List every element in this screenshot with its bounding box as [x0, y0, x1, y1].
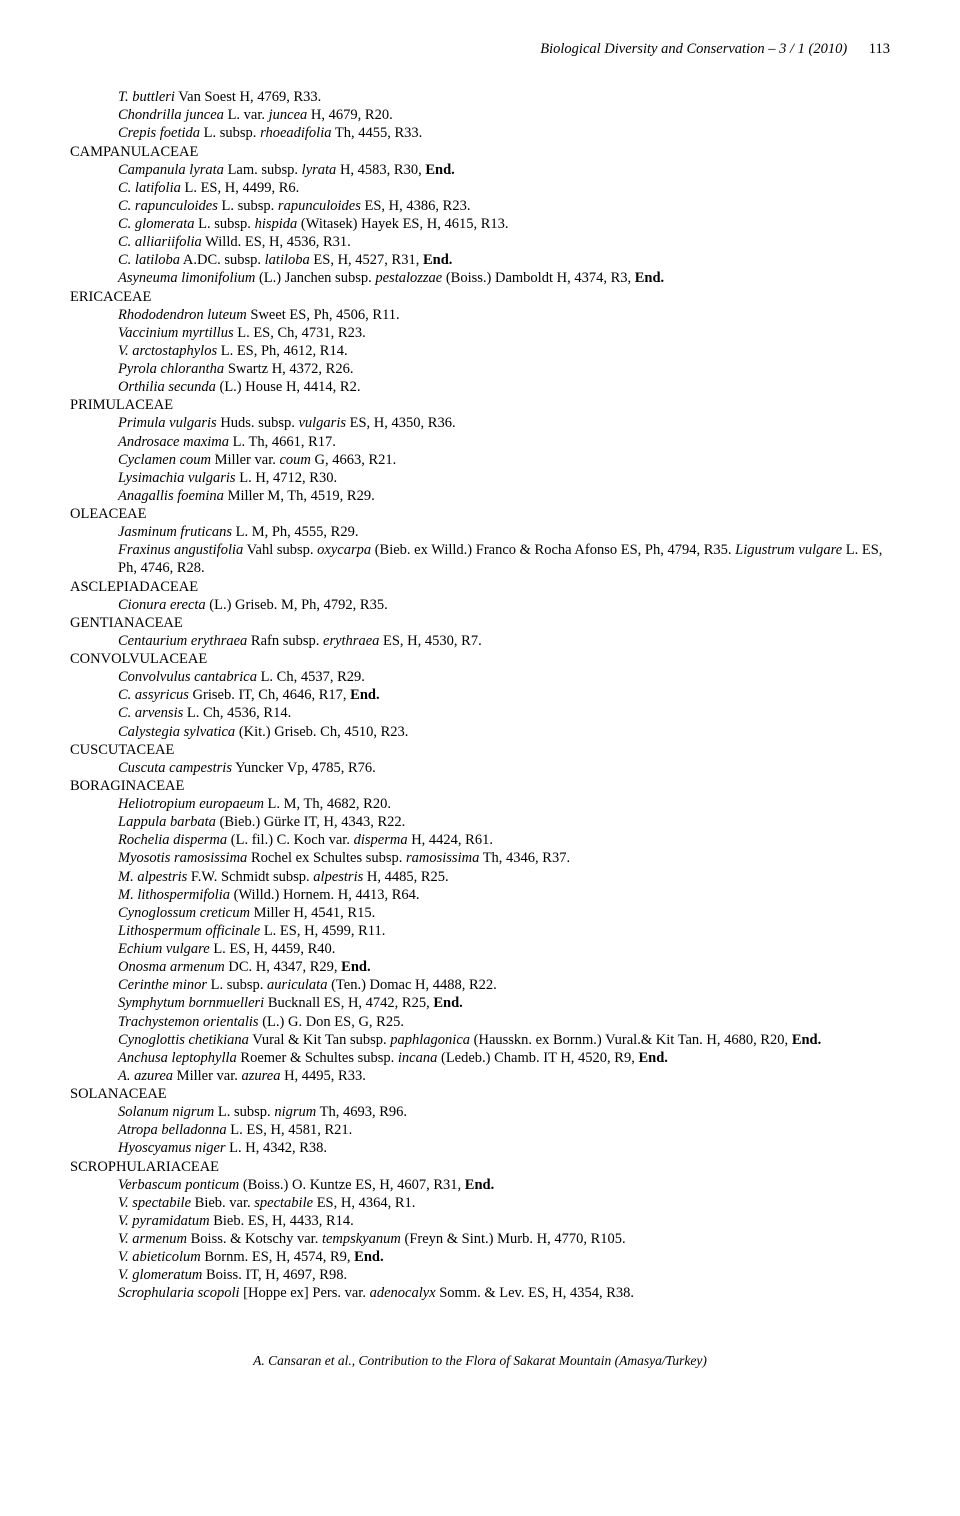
species-entry: Rochelia disperma (L. fil.) C. Koch var.…	[118, 831, 890, 849]
species-entry: V. pyramidatum Bieb. ES, H, 4433, R14.	[118, 1212, 890, 1230]
species-list: T. buttleri Van Soest H, 4769, R33.Chond…	[70, 88, 890, 1302]
species-entry: Anagallis foemina Miller M, Th, 4519, R2…	[118, 487, 890, 505]
journal-title: Biological Diversity and Conservation – …	[540, 41, 847, 57]
species-entry: Myosotis ramosissima Rochel ex Schultes …	[118, 849, 890, 867]
species-entry: A. azurea Miller var. azurea H, 4495, R3…	[118, 1067, 890, 1085]
species-entry: C. latifolia L. ES, H, 4499, R6.	[118, 179, 890, 197]
species-entry: Primula vulgaris Huds. subsp. vulgaris E…	[118, 414, 890, 432]
family-heading: SCROPHULARIACEAE	[70, 1158, 890, 1176]
species-entry: C. alliariifolia Willd. ES, H, 4536, R31…	[118, 233, 890, 251]
species-entry: Cionura erecta (L.) Griseb. M, Ph, 4792,…	[118, 596, 890, 614]
species-entry: V. armenum Boiss. & Kotschy var. tempsky…	[118, 1230, 890, 1248]
family-heading: CONVOLVULACEAE	[70, 650, 890, 668]
species-entry: Cynoglottis chetikiana Vural & Kit Tan s…	[118, 1031, 890, 1049]
species-entry: Convolvulus cantabrica L. Ch, 4537, R29.	[118, 668, 890, 686]
species-entry: Vaccinium myrtillus L. ES, Ch, 4731, R23…	[118, 324, 890, 342]
species-entry: Heliotropium europaeum L. M, Th, 4682, R…	[118, 795, 890, 813]
species-entry: Campanula lyrata Lam. subsp. lyrata H, 4…	[118, 161, 890, 179]
family-heading: GENTIANACEAE	[70, 614, 890, 632]
species-entry: C. glomerata L. subsp. hispida (Witasek)…	[118, 215, 890, 233]
running-header: Biological Diversity and Conservation – …	[70, 40, 890, 58]
species-entry: Cynoglossum creticum Miller H, 4541, R15…	[118, 904, 890, 922]
species-entry: Echium vulgare L. ES, H, 4459, R40.	[118, 940, 890, 958]
family-heading: OLEACEAE	[70, 505, 890, 523]
species-entry: Verbascum ponticum (Boiss.) O. Kuntze ES…	[118, 1176, 890, 1194]
species-entry: C. rapunculoides L. subsp. rapunculoides…	[118, 197, 890, 215]
species-entry: M. alpestris F.W. Schmidt subsp. alpestr…	[118, 868, 890, 886]
species-entry: C. assyricus Griseb. IT, Ch, 4646, R17, …	[118, 686, 890, 704]
family-heading: CAMPANULACEAE	[70, 143, 890, 161]
species-entry: Chondrilla juncea L. var. juncea H, 4679…	[118, 106, 890, 124]
species-entry: Anchusa leptophylla Roemer & Schultes su…	[118, 1049, 890, 1067]
species-entry: Cyclamen coum Miller var. coum G, 4663, …	[118, 451, 890, 469]
species-entry: Hyoscyamus niger L. H, 4342, R38.	[118, 1139, 890, 1157]
species-entry: Rhododendron luteum Sweet ES, Ph, 4506, …	[118, 306, 890, 324]
species-entry: Atropa belladonna L. ES, H, 4581, R21.	[118, 1121, 890, 1139]
species-entry: Fraxinus angustifolia Vahl subsp. oxycar…	[118, 541, 890, 577]
family-heading: CUSCUTACEAE	[70, 741, 890, 759]
family-heading: SOLANACEAE	[70, 1085, 890, 1103]
species-entry: M. lithospermifolia (Willd.) Hornem. H, …	[118, 886, 890, 904]
species-entry: Lysimachia vulgaris L. H, 4712, R30.	[118, 469, 890, 487]
species-entry: Cuscuta campestris Yuncker Vp, 4785, R76…	[118, 759, 890, 777]
family-heading: ASCLEPIADACEAE	[70, 578, 890, 596]
species-entry: Pyrola chlorantha Swartz H, 4372, R26.	[118, 360, 890, 378]
species-entry: Androsace maxima L. Th, 4661, R17.	[118, 433, 890, 451]
running-footer: A. Cansaran et al., Contribution to the …	[70, 1353, 890, 1370]
species-entry: Cerinthe minor L. subsp. auriculata (Ten…	[118, 976, 890, 994]
species-entry: C. latiloba A.DC. subsp. latiloba ES, H,…	[118, 251, 890, 269]
species-entry: Asyneuma limonifolium (L.) Janchen subsp…	[118, 269, 890, 287]
species-entry: Symphytum bornmuelleri Bucknall ES, H, 4…	[118, 994, 890, 1012]
species-entry: Calystegia sylvatica (Kit.) Griseb. Ch, …	[118, 723, 890, 741]
family-heading: PRIMULACEAE	[70, 396, 890, 414]
species-entry: V. arctostaphylos L. ES, Ph, 4612, R14.	[118, 342, 890, 360]
species-entry: Onosma armenum DC. H, 4347, R29, End.	[118, 958, 890, 976]
species-entry: T. buttleri Van Soest H, 4769, R33.	[118, 88, 890, 106]
species-entry: V. spectabile Bieb. var. spectabile ES, …	[118, 1194, 890, 1212]
species-entry: Lithospermum officinale L. ES, H, 4599, …	[118, 922, 890, 940]
species-entry: Crepis foetida L. subsp. rhoeadifolia Th…	[118, 124, 890, 142]
family-heading: BORAGINACEAE	[70, 777, 890, 795]
species-entry: Centaurium erythraea Rafn subsp. erythra…	[118, 632, 890, 650]
species-entry: Trachystemon orientalis (L.) G. Don ES, …	[118, 1013, 890, 1031]
species-entry: Solanum nigrum L. subsp. nigrum Th, 4693…	[118, 1103, 890, 1121]
species-entry: V. glomeratum Boiss. IT, H, 4697, R98.	[118, 1266, 890, 1284]
species-entry: Orthilia secunda (L.) House H, 4414, R2.	[118, 378, 890, 396]
footer-citation: A. Cansaran et al., Contribution to the …	[253, 1353, 707, 1368]
species-entry: Jasminum fruticans L. M, Ph, 4555, R29.	[118, 523, 890, 541]
species-entry: C. arvensis L. Ch, 4536, R14.	[118, 704, 890, 722]
species-entry: Lappula barbata (Bieb.) Gürke IT, H, 434…	[118, 813, 890, 831]
species-entry: Scrophularia scopoli [Hoppe ex] Pers. va…	[118, 1284, 890, 1302]
family-heading: ERICACEAE	[70, 288, 890, 306]
species-entry: V. abieticolum Bornm. ES, H, 4574, R9, E…	[118, 1248, 890, 1266]
page-number: 113	[869, 41, 890, 57]
